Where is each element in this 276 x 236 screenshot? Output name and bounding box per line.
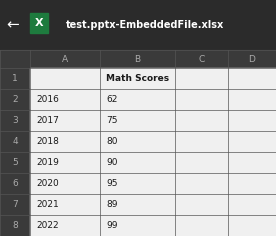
Text: 2019: 2019 xyxy=(36,158,59,167)
Bar xyxy=(30,194,276,215)
Text: test.pptx-EmbeddedFile.xlsx: test.pptx-EmbeddedFile.xlsx xyxy=(66,20,224,30)
Bar xyxy=(30,152,276,173)
Text: B: B xyxy=(134,55,140,63)
Bar xyxy=(30,68,276,89)
Bar xyxy=(0,131,30,152)
Bar xyxy=(30,131,276,152)
Text: D: D xyxy=(249,55,255,63)
Text: 1: 1 xyxy=(12,74,18,83)
Text: Math Scores: Math Scores xyxy=(106,74,169,83)
Text: 75: 75 xyxy=(106,116,118,125)
Text: 2021: 2021 xyxy=(36,200,59,209)
Text: 8: 8 xyxy=(12,221,18,230)
Text: 3: 3 xyxy=(12,116,18,125)
Text: 7: 7 xyxy=(12,200,18,209)
Text: A: A xyxy=(62,55,68,63)
Text: 95: 95 xyxy=(106,179,118,188)
Text: 2016: 2016 xyxy=(36,95,59,104)
Text: 6: 6 xyxy=(12,179,18,188)
Text: 80: 80 xyxy=(106,137,118,146)
Bar xyxy=(0,215,30,236)
Bar xyxy=(30,110,276,131)
Text: 62: 62 xyxy=(106,95,117,104)
Text: X: X xyxy=(35,18,43,28)
Bar xyxy=(30,173,276,194)
Bar xyxy=(0,173,30,194)
Bar xyxy=(30,89,276,110)
Bar xyxy=(0,194,30,215)
Bar xyxy=(0,110,30,131)
Text: 2022: 2022 xyxy=(36,221,59,230)
Text: 90: 90 xyxy=(106,158,118,167)
Text: 2017: 2017 xyxy=(36,116,59,125)
Bar xyxy=(0,0,276,50)
Bar xyxy=(0,152,30,173)
Text: 99: 99 xyxy=(106,221,118,230)
Bar xyxy=(0,68,30,89)
Text: 2018: 2018 xyxy=(36,137,59,146)
Bar xyxy=(0,89,30,110)
Text: ←: ← xyxy=(7,17,19,33)
Text: 5: 5 xyxy=(12,158,18,167)
Text: 2: 2 xyxy=(12,95,18,104)
Bar xyxy=(30,13,48,33)
Text: 89: 89 xyxy=(106,200,118,209)
Text: 2020: 2020 xyxy=(36,179,59,188)
Text: C: C xyxy=(198,55,205,63)
Text: 4: 4 xyxy=(12,137,18,146)
Bar xyxy=(0,50,276,68)
Bar xyxy=(30,215,276,236)
